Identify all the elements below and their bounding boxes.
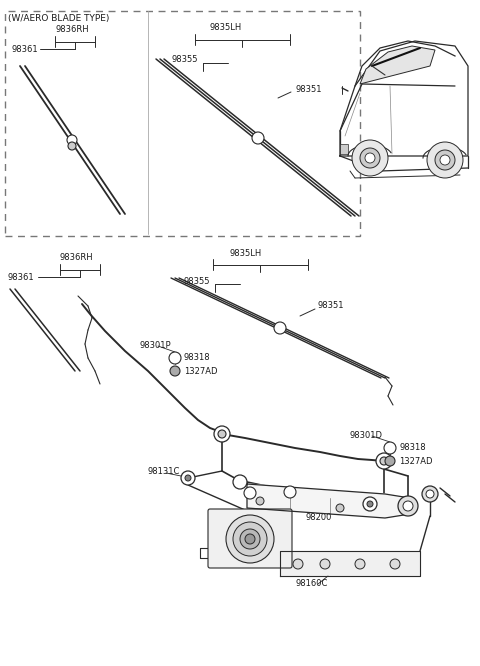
Text: 98160C: 98160C <box>295 579 327 589</box>
Circle shape <box>352 140 388 176</box>
Text: 98301D: 98301D <box>350 432 383 440</box>
Circle shape <box>435 150 455 170</box>
Polygon shape <box>340 144 348 154</box>
Text: 98361: 98361 <box>12 45 38 53</box>
Circle shape <box>385 456 395 466</box>
Text: 9836RH: 9836RH <box>60 254 94 262</box>
Text: 98351: 98351 <box>295 85 322 93</box>
Circle shape <box>365 153 375 163</box>
Circle shape <box>380 457 388 465</box>
Circle shape <box>181 471 195 485</box>
Circle shape <box>336 504 344 512</box>
Circle shape <box>226 515 274 563</box>
Circle shape <box>363 497 377 511</box>
Circle shape <box>233 522 267 556</box>
Circle shape <box>170 366 180 376</box>
Text: 9835LH: 9835LH <box>210 23 242 33</box>
Circle shape <box>360 148 380 168</box>
Circle shape <box>252 132 264 144</box>
Circle shape <box>403 501 413 511</box>
Polygon shape <box>360 46 435 84</box>
Circle shape <box>367 501 373 507</box>
Polygon shape <box>247 484 410 518</box>
Circle shape <box>245 534 255 544</box>
Text: 98200: 98200 <box>305 513 331 523</box>
Text: 9835LH: 9835LH <box>230 248 262 258</box>
Circle shape <box>244 487 256 499</box>
FancyBboxPatch shape <box>208 509 292 568</box>
Text: 98355: 98355 <box>183 276 209 286</box>
Text: 98351: 98351 <box>318 302 345 310</box>
Text: 98111: 98111 <box>220 529 246 537</box>
Circle shape <box>214 426 230 442</box>
Circle shape <box>185 475 191 481</box>
Circle shape <box>293 559 303 569</box>
Bar <box>5 11 360 236</box>
Text: 98318: 98318 <box>184 354 211 362</box>
Circle shape <box>427 142 463 178</box>
Circle shape <box>440 155 450 165</box>
Circle shape <box>218 430 226 438</box>
Circle shape <box>376 453 392 469</box>
Circle shape <box>169 352 181 364</box>
Circle shape <box>422 486 438 502</box>
Circle shape <box>355 559 365 569</box>
Circle shape <box>233 475 247 489</box>
Text: 98361: 98361 <box>8 274 35 282</box>
Text: 98318: 98318 <box>399 444 426 452</box>
Polygon shape <box>280 551 420 576</box>
Text: (W/AERO BLADE TYPE): (W/AERO BLADE TYPE) <box>8 13 109 23</box>
Circle shape <box>384 442 396 454</box>
Circle shape <box>256 497 264 505</box>
Text: 9836RH: 9836RH <box>55 25 89 35</box>
Circle shape <box>274 322 286 334</box>
Circle shape <box>426 490 434 498</box>
Text: 1327AD: 1327AD <box>184 366 217 376</box>
Circle shape <box>240 529 260 549</box>
Text: 98301P: 98301P <box>140 342 172 350</box>
Circle shape <box>284 486 296 498</box>
Circle shape <box>398 496 418 516</box>
Text: 1327AD: 1327AD <box>399 456 432 466</box>
Text: 98355: 98355 <box>172 55 199 65</box>
Circle shape <box>67 135 77 145</box>
Text: 98131C: 98131C <box>148 466 180 476</box>
Circle shape <box>390 559 400 569</box>
Circle shape <box>320 559 330 569</box>
Circle shape <box>68 142 76 150</box>
